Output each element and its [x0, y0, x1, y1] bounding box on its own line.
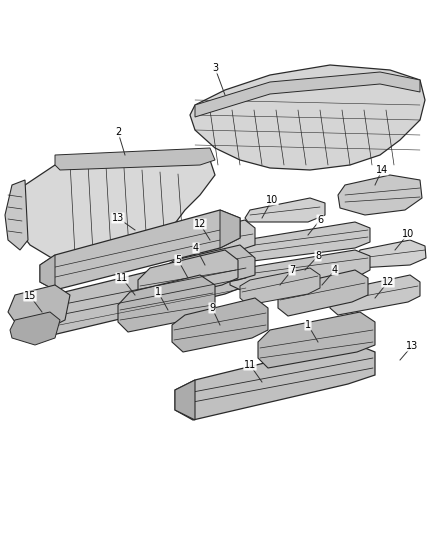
Text: 8: 8: [315, 251, 321, 261]
Polygon shape: [230, 222, 370, 262]
Text: 14: 14: [376, 165, 388, 175]
Text: 1: 1: [155, 287, 161, 297]
Text: 4: 4: [193, 243, 199, 253]
Polygon shape: [175, 380, 195, 420]
Text: 15: 15: [24, 291, 36, 301]
Polygon shape: [10, 312, 60, 345]
Polygon shape: [220, 210, 240, 248]
Polygon shape: [5, 180, 28, 250]
Text: 12: 12: [382, 277, 394, 287]
Text: 7: 7: [289, 265, 295, 275]
Polygon shape: [22, 298, 40, 338]
Text: 2: 2: [115, 127, 121, 137]
Polygon shape: [172, 298, 268, 352]
Text: 11: 11: [116, 273, 128, 283]
Text: 13: 13: [112, 213, 124, 223]
Polygon shape: [240, 268, 320, 305]
Polygon shape: [355, 240, 426, 268]
Polygon shape: [55, 148, 215, 170]
Text: 12: 12: [194, 219, 206, 229]
Polygon shape: [22, 252, 248, 338]
Polygon shape: [245, 198, 325, 222]
Text: 11: 11: [244, 360, 256, 370]
Polygon shape: [118, 275, 215, 332]
Text: 1: 1: [305, 320, 311, 330]
Polygon shape: [330, 275, 420, 315]
Polygon shape: [8, 285, 70, 330]
Polygon shape: [40, 255, 55, 290]
Polygon shape: [258, 312, 375, 368]
Text: 3: 3: [212, 63, 218, 73]
Text: 4: 4: [332, 265, 338, 275]
Text: 10: 10: [402, 229, 414, 239]
Text: 13: 13: [406, 341, 418, 351]
Polygon shape: [230, 250, 370, 292]
Polygon shape: [195, 72, 420, 117]
Text: 10: 10: [266, 195, 278, 205]
Text: 5: 5: [175, 255, 181, 265]
Polygon shape: [338, 175, 422, 215]
Polygon shape: [190, 65, 425, 170]
Polygon shape: [175, 342, 375, 420]
Polygon shape: [170, 220, 255, 262]
Polygon shape: [138, 250, 238, 302]
Polygon shape: [278, 270, 368, 316]
Polygon shape: [12, 150, 215, 268]
Polygon shape: [40, 210, 240, 290]
Text: 9: 9: [209, 303, 215, 313]
Polygon shape: [162, 245, 255, 292]
Text: 6: 6: [317, 215, 323, 225]
